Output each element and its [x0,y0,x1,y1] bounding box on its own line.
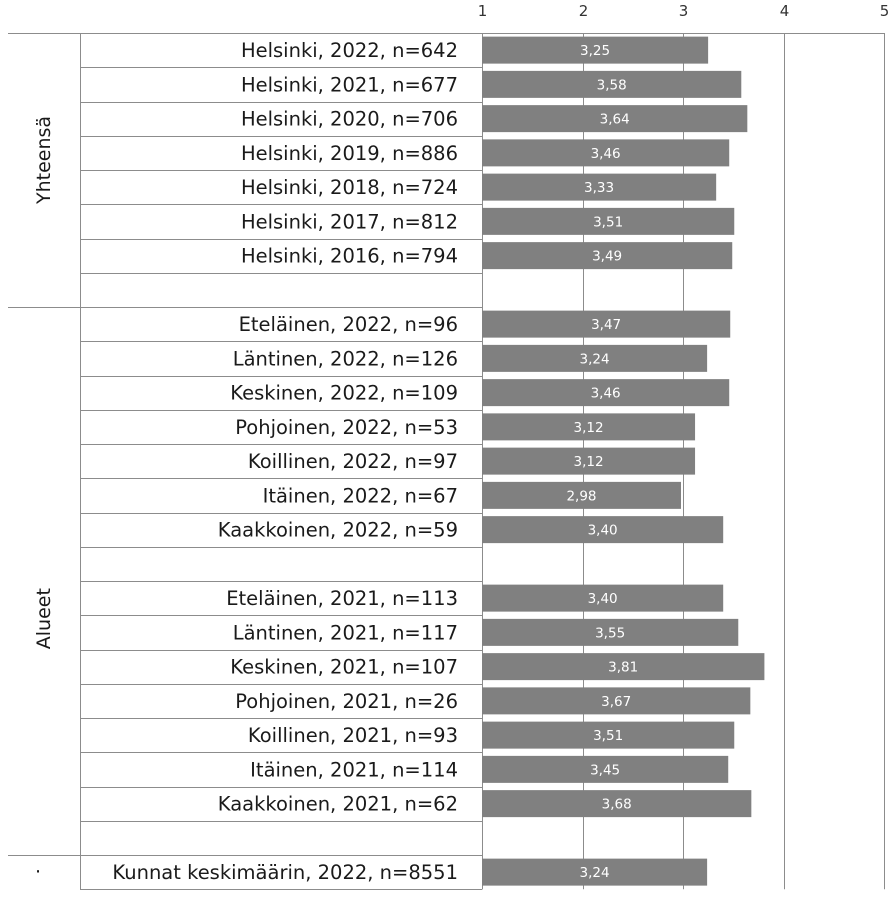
category-label: Keskinen, 2021, n=107 [230,656,458,679]
bar [482,310,731,338]
bar [482,36,709,64]
group-label: Yhteensä [33,116,55,205]
category-label: Helsinki, 2019, n=886 [241,142,458,165]
separators-layer [8,33,884,890]
category-label: Kaakkoinen, 2021, n=62 [218,793,458,816]
bar [482,755,729,783]
category-label: Koillinen, 2021, n=93 [248,724,458,747]
data-label: 3,46 [591,386,621,402]
data-label: 3,45 [590,762,620,778]
bar [482,207,735,235]
x-tick-label: 5 [880,2,890,20]
bar [482,481,681,509]
category-label: Keskinen, 2022, n=109 [230,382,458,405]
bar [482,105,748,133]
x-tick-label: 1 [478,2,488,20]
x-tick-label: 4 [780,2,790,20]
data-label: 3,33 [584,180,614,196]
data-label: 3,12 [573,420,603,436]
data-label: 3,67 [601,694,631,710]
data-label: 3,40 [588,523,618,539]
group-label: Alueet [33,588,55,649]
data-label: 3,64 [600,112,630,128]
bar [482,687,751,715]
group-labels-layer: Yhteensä Alueet · [33,116,55,883]
data-label: 3,49 [592,249,622,265]
category-label: Helsinki, 2021, n=677 [241,73,458,96]
bar [482,379,730,407]
data-label: 3,68 [602,797,632,813]
category-label: Helsinki, 2016, n=794 [241,245,458,268]
bar [482,242,733,270]
bar [482,344,708,372]
data-label: 3,24 [580,865,610,881]
bar [482,139,730,167]
x-tick-label: 3 [679,2,689,20]
bar [482,858,708,886]
bar [482,70,742,98]
category-label: Helsinki, 2020, n=706 [241,108,458,131]
data-label: 3,24 [580,351,610,367]
bar [482,721,735,749]
category-label: Läntinen, 2021, n=117 [233,621,458,644]
category-label: Kunnat keskimäärin, 2022, n=8551 [112,861,458,884]
labels-layer: Helsinki, 2022, n=642 3,25 Helsinki, 2021,… [112,39,638,884]
bar [482,413,696,441]
category-label: Helsinki, 2022, n=642 [241,39,458,62]
category-label: Koillinen, 2022, n=97 [248,450,458,473]
data-label: 3,51 [593,728,623,744]
category-label: Helsinki, 2017, n=812 [241,210,458,233]
data-label: 3,40 [588,591,618,607]
category-label: Kaakkoinen, 2022, n=59 [218,519,458,542]
category-label: Helsinki, 2018, n=724 [241,176,458,199]
bar [482,516,724,544]
bar [482,584,724,612]
category-label: Läntinen, 2022, n=126 [233,347,458,370]
category-label: Itäinen, 2022, n=67 [263,484,458,507]
bar [482,790,752,818]
data-label: 3,81 [608,660,638,676]
data-label: 2,98 [566,488,596,504]
bar [482,173,717,201]
data-label: 3,47 [591,317,621,333]
group-label: · [35,861,41,883]
x-tick-label: 2 [579,2,589,20]
bars-layer [482,36,765,886]
bar [482,447,696,475]
data-label: 3,46 [591,146,621,162]
category-label: Itäinen, 2021, n=114 [250,758,458,781]
bar [482,653,765,681]
data-label: 3,25 [580,43,610,59]
data-label: 3,51 [593,214,623,230]
category-label: Pohjoinen, 2021, n=26 [235,690,458,713]
bar [482,618,739,646]
category-label: Pohjoinen, 2022, n=53 [235,416,458,439]
data-label: 3,55 [595,625,625,641]
data-label: 3,58 [597,77,627,93]
category-label: Eteläinen, 2022, n=96 [239,313,458,336]
category-label: Eteläinen, 2021, n=113 [226,587,458,610]
data-label: 3,12 [573,454,603,470]
